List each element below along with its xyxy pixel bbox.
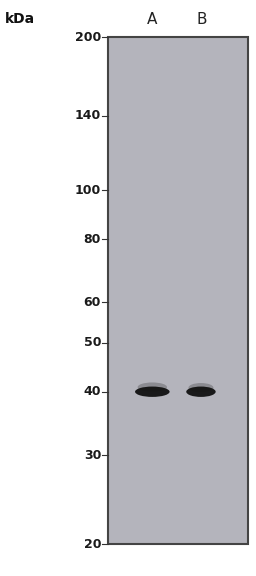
Text: 100: 100 [75, 184, 101, 196]
Text: 50: 50 [84, 336, 101, 349]
Text: 60: 60 [84, 296, 101, 309]
Text: 80: 80 [84, 233, 101, 245]
Text: 140: 140 [75, 109, 101, 123]
Ellipse shape [138, 382, 167, 392]
Ellipse shape [135, 386, 170, 397]
Text: 200: 200 [75, 31, 101, 44]
Text: 40: 40 [84, 385, 101, 398]
Text: B: B [197, 12, 208, 26]
Text: kDa: kDa [5, 12, 35, 26]
Text: 20: 20 [84, 538, 101, 551]
Text: A: A [147, 12, 157, 26]
Ellipse shape [188, 383, 214, 392]
Ellipse shape [186, 386, 216, 397]
Text: 30: 30 [84, 449, 101, 461]
FancyBboxPatch shape [108, 37, 248, 544]
